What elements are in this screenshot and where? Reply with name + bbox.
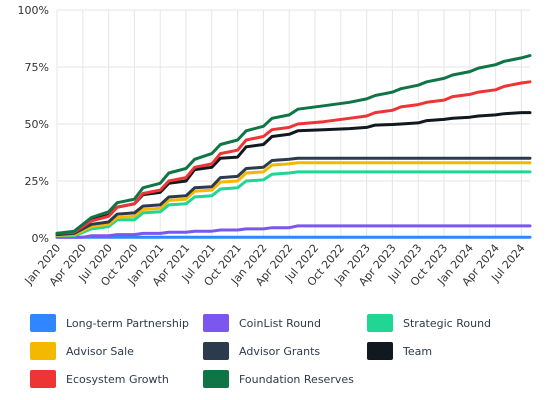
series-line-ecosystem-growth[interactable] bbox=[55, 80, 532, 235]
series-line-coinlist-round[interactable] bbox=[55, 224, 532, 239]
series-line-advisor-sale[interactable] bbox=[55, 161, 532, 237]
legend-swatch bbox=[367, 342, 393, 360]
legend-item-strategic-round[interactable]: Strategic Round bbox=[367, 314, 491, 332]
chart-legend: Long-term Partnership CoinList Round Str… bbox=[0, 300, 546, 400]
legend-swatch bbox=[30, 370, 56, 388]
legend-item-advisor-sale[interactable]: Advisor Sale bbox=[30, 342, 134, 360]
series-line-strategic-round[interactable] bbox=[55, 170, 532, 238]
legend-item-coinlist-round[interactable]: CoinList Round bbox=[203, 314, 321, 332]
legend-label: Team bbox=[403, 344, 433, 358]
legend-label: Advisor Grants bbox=[239, 344, 321, 358]
legend-item-advisor-grants[interactable]: Advisor Grants bbox=[203, 342, 320, 360]
legend-swatch bbox=[30, 342, 56, 360]
legend-swatch bbox=[203, 370, 229, 388]
legend-label: Long-term Partnership bbox=[66, 316, 189, 330]
legend-swatch bbox=[203, 342, 229, 360]
y-tick-label: 0% bbox=[32, 232, 49, 245]
y-tick-label: 25% bbox=[25, 175, 49, 188]
legend-swatch bbox=[367, 314, 393, 332]
legend-label: Ecosystem Growth bbox=[66, 372, 169, 386]
legend-label: Foundation Reserves bbox=[239, 372, 354, 386]
legend-item-foundation-reserves[interactable]: Foundation Reserves bbox=[203, 370, 354, 388]
vesting-chart: 0% 25% 50% 75% 100% Jan 2020 Apr 2020 Jul 2020 O… bbox=[18, 4, 532, 289]
legend-label: Advisor Sale bbox=[66, 344, 134, 358]
legend-item-ecosystem-growth[interactable]: Ecosystem Growth bbox=[30, 370, 169, 388]
y-tick-label: 50% bbox=[25, 118, 49, 131]
series-line-foundation-reserves[interactable] bbox=[55, 54, 532, 235]
legend-label: Strategic Round bbox=[403, 316, 492, 330]
legend-swatch bbox=[203, 314, 229, 332]
legend-swatch bbox=[30, 314, 56, 332]
y-tick-label: 100% bbox=[18, 4, 49, 17]
legend-item-team[interactable]: Team bbox=[367, 342, 432, 360]
y-tick-label: 75% bbox=[25, 61, 49, 74]
series-line-advisor-grants[interactable] bbox=[55, 156, 532, 237]
legend-label: CoinList Round bbox=[239, 316, 321, 330]
legend-item-long-term-partnership[interactable]: Long-term Partnership bbox=[30, 314, 189, 332]
